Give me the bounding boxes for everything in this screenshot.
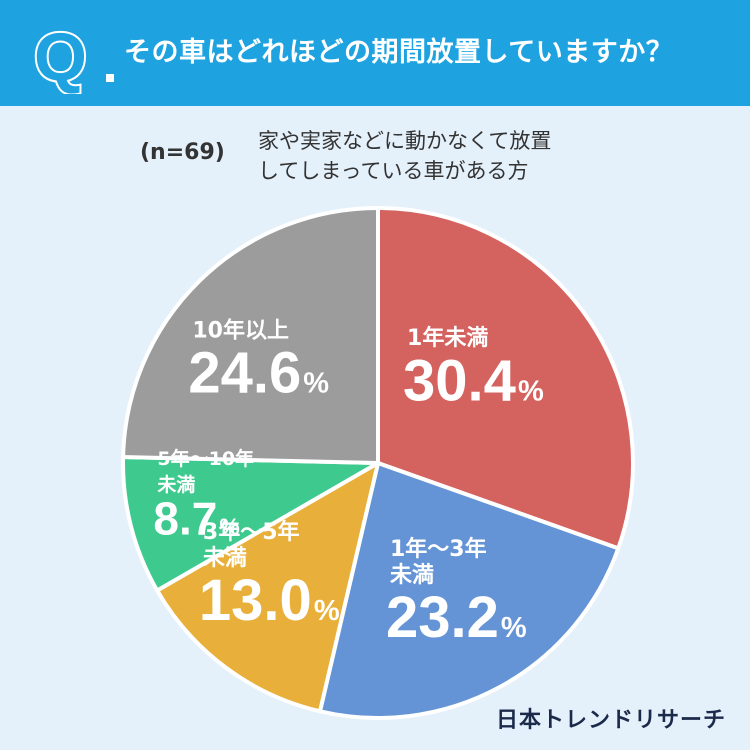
slice-value-unit: % [314, 595, 340, 627]
pie-slice-4 [121, 454, 380, 593]
slice-value-number: 30.4 [403, 348, 516, 413]
slice-value-number: 13.0 [199, 568, 312, 633]
q-dot [106, 74, 114, 82]
slice-value-unit: % [219, 514, 239, 540]
q-badge-icon: Q [32, 17, 114, 94]
sample-description-line-2: してしまっている車がある方 [258, 159, 529, 183]
pie-labels: 1年未満30.4%1年〜3年未満23.2%3年〜5年未満13.0%5年〜10年未… [153, 317, 544, 650]
pie-slice-3 [155, 461, 380, 714]
pie-slice-2 [317, 461, 621, 720]
slice-category-label: 1年未満 [407, 325, 488, 351]
slice-value-unit: % [518, 375, 544, 407]
slice-value-label: 24.6% [188, 340, 329, 405]
sample-description: 家や実家などに動かなくて放置 してしまっている車がある方 [258, 126, 551, 186]
slice-value-label: 30.4% [403, 348, 544, 413]
header-banner: Q その車はどれほどの期間放置していますか？ [0, 0, 750, 106]
question-title: その車はどれほどの期間放置していますか？ [124, 37, 674, 68]
pie-slice-5 [121, 206, 380, 465]
slice-category-label: 10年以上 [192, 317, 289, 343]
slice-category-label: 未満 [156, 473, 195, 496]
slice-value-unit: % [303, 367, 329, 399]
slice-value-label: 8.7% [153, 493, 239, 545]
slice-category-label: 3年〜5年 [203, 519, 300, 545]
slice-category-label: 5年〜10年 [157, 447, 254, 470]
slice-category-label: 未満 [203, 545, 247, 571]
slice-category-label: 1年〜3年 [390, 536, 487, 562]
q-letter: Q [34, 19, 87, 94]
brand-logo: 日本トレンドリサーチ [495, 708, 726, 733]
sample-size: (n=69) [140, 140, 225, 165]
pie-slices [121, 206, 635, 720]
slice-value-number: 8.7 [153, 493, 217, 545]
slice-value-label: 13.0% [199, 568, 340, 633]
slice-value-label: 23.2% [386, 585, 527, 650]
slice-category-label: 未満 [390, 562, 434, 588]
slice-value-unit: % [501, 612, 527, 644]
sample-description-line-1: 家や実家などに動かなくて放置 [258, 129, 552, 153]
pie-slice-1 [376, 206, 635, 551]
slice-value-number: 24.6 [188, 340, 301, 405]
slice-value-number: 23.2 [386, 585, 499, 650]
